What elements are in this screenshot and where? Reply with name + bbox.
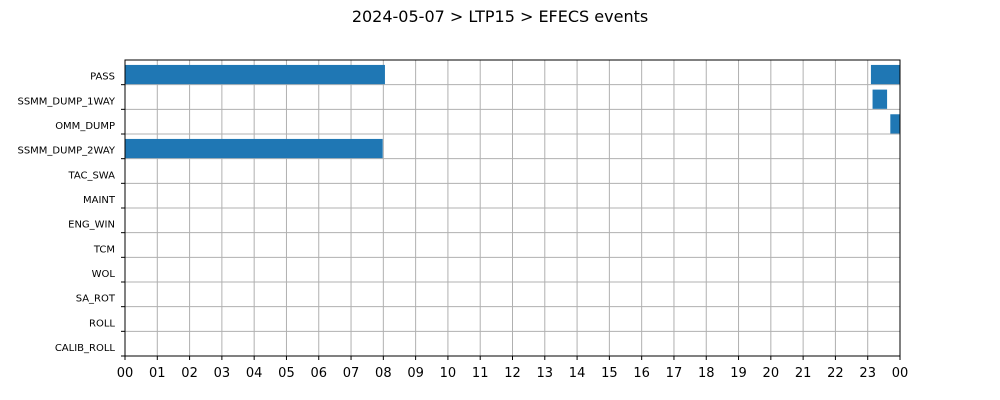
x-tick-label: 04	[246, 366, 263, 381]
y-label-pass: PASS	[90, 72, 115, 83]
x-tick-label: 14	[569, 366, 586, 381]
x-tick-label: 23	[859, 366, 876, 381]
x-tick-label: 07	[343, 366, 360, 381]
x-tick-label: 00	[892, 366, 909, 381]
chart-title: 2024-05-07 > LTP15 > EFECS events	[352, 7, 648, 26]
y-label-calib-roll: CALIB_ROLL	[55, 343, 116, 354]
event-bar-omm-dump	[890, 114, 900, 134]
x-tick-label: 15	[601, 366, 618, 381]
x-tick-label: 05	[278, 366, 295, 381]
x-tick-label: 10	[440, 366, 457, 381]
x-tick-label: 19	[730, 366, 747, 381]
grid	[124, 60, 901, 356]
y-label-ssmm-dump-2way: SSMM_DUMP_2WAY	[17, 146, 115, 157]
x-tick-label: 13	[537, 366, 554, 381]
x-tick-label: 21	[795, 366, 812, 381]
event-bar-ssmm-dump-2way	[125, 138, 383, 159]
y-label-maint: MAINT	[83, 195, 116, 206]
x-tick-label: 00	[117, 366, 134, 381]
y-label-tac-swa: TAC_SWA	[67, 170, 115, 181]
x-tick-label: 20	[763, 366, 780, 381]
event-bar-pass	[125, 64, 385, 85]
x-tick-label: 16	[633, 366, 650, 381]
x-tick-label: 09	[407, 366, 424, 381]
event-bar-ssmm-dump-1way	[872, 89, 888, 109]
x-tick-label: 02	[181, 366, 198, 381]
y-label-ssmm-dump-1way: SSMM_DUMP_1WAY	[17, 96, 115, 107]
x-tick-label: 08	[375, 366, 392, 381]
event-bar-pass	[870, 64, 900, 85]
y-label-sa-rot: SA_ROT	[76, 294, 116, 305]
x-tick-label: 03	[214, 366, 231, 381]
x-tick-label: 12	[504, 366, 521, 381]
x-tick-label: 11	[472, 366, 489, 381]
y-label-roll: ROLL	[89, 318, 115, 329]
x-tick-label: 06	[310, 366, 327, 381]
y-label-tcm: TCM	[93, 244, 115, 255]
y-label-wol: WOL	[92, 269, 116, 280]
event-bars	[125, 64, 900, 159]
x-axis-labels: 00 01 02 03 04 05 06 07 08 09 10 11 12 13 14 15 16 17 18 19…	[117, 356, 909, 381]
x-tick-label: 22	[827, 366, 844, 381]
x-tick-label: 18	[698, 366, 715, 381]
y-axis-labels: PASS SSMM_DUMP_1WAY OMM_DUMP SSMM_DUMP_2WAY…	[17, 72, 125, 357]
x-tick-label: 17	[666, 366, 683, 381]
y-label-omm-dump: OMM_DUMP	[55, 121, 115, 132]
y-label-eng-win: ENG_WIN	[68, 220, 115, 231]
x-tick-label: 01	[149, 366, 166, 381]
